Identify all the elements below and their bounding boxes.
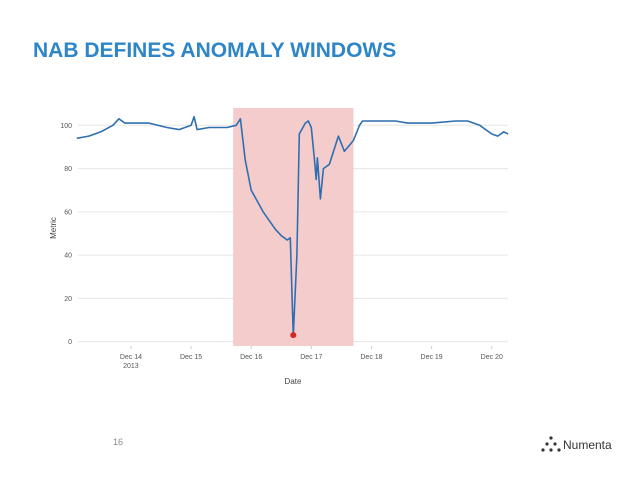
x-tick-label: Dec 15: [180, 354, 202, 361]
y-tick-label: 40: [64, 253, 72, 260]
x-tick-label: Dec 17: [300, 354, 322, 361]
y-tick-label: 20: [64, 296, 72, 303]
x-tick-label: Dec 19: [421, 354, 443, 361]
y-tick-label: 0: [68, 339, 72, 346]
page-number: 16: [113, 437, 123, 447]
line: [76, 115, 509, 336]
anomaly-point: [290, 332, 297, 339]
x-axis-title: Date: [285, 377, 302, 386]
x-tick-label: Dec 20: [481, 354, 503, 361]
x-tick-label: Dec 18: [360, 354, 382, 361]
y-tick-label: 100: [60, 123, 72, 130]
logo-text: Numenta: [563, 438, 612, 452]
y-axis-title: Metric: [49, 217, 58, 239]
x-tick-label: Dec 14 2013: [120, 354, 142, 370]
y-tick-label: 60: [64, 209, 72, 216]
slide-title: NAB DEFINES ANOMALY WINDOWS: [33, 39, 396, 62]
anomaly-window: [233, 108, 354, 346]
logo-icon: [541, 436, 561, 452]
x-tick-label: Dec 16: [240, 354, 262, 361]
y-tick-label: 80: [64, 166, 72, 173]
